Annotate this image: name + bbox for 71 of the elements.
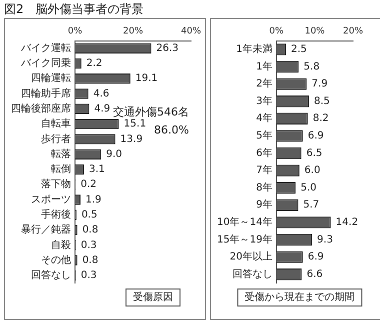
data-label: 1.9 — [86, 194, 102, 206]
y-tick-label: 四輪後部座席 — [11, 102, 71, 115]
data-label: 26.3 — [156, 42, 179, 54]
data-label: 2.2 — [86, 58, 102, 70]
y-tick-label: 20年以上 — [230, 250, 272, 263]
data-label: 0.3 — [80, 270, 97, 282]
data-label: 15.1 — [124, 118, 146, 130]
y-tick-label: 暴行／鈍器 — [21, 224, 71, 236]
data-label: 13.9 — [120, 134, 143, 145]
data-label: 6.5 — [306, 148, 322, 159]
y-tick-label: 1年未満 — [236, 43, 272, 56]
y-tick-label: 手術後 — [41, 208, 71, 220]
y-tick-label: バイク運転 — [20, 42, 71, 54]
y-tick-label: 四輪助手席 — [21, 87, 71, 100]
y-tick-label: 転倒 — [51, 164, 71, 176]
y-tick-label: 1年 — [256, 60, 272, 72]
data-label: 5.8 — [304, 61, 320, 72]
data-label: 7.9 — [312, 78, 328, 90]
data-label: 3.1 — [88, 164, 105, 176]
y-tick-label: 7年 — [256, 164, 272, 176]
y-tick-label: バイク同乗 — [20, 57, 71, 70]
x-tick-label: 0% — [68, 26, 83, 37]
data-label: 19.1 — [135, 73, 158, 84]
x-tick-label: 20% — [342, 26, 364, 37]
data-label: 8.5 — [314, 96, 330, 107]
y-tick-label: 10年～14年 — [216, 216, 272, 228]
text: 受傷原因 — [133, 291, 173, 304]
data-label: 0.5 — [81, 209, 98, 220]
y-tick-label: 転落 — [51, 148, 71, 160]
y-tick-label: 5年 — [256, 130, 272, 142]
y-tick-label: 歩行者 — [41, 132, 71, 145]
data-label: 6.6 — [306, 268, 323, 280]
y-tick-label: 自転車 — [41, 118, 71, 130]
x-tick-label: 40% — [180, 26, 202, 37]
data-label: 6.9 — [308, 252, 324, 263]
data-label: 4.9 — [94, 104, 110, 115]
y-tick-label: 落下物 — [41, 178, 71, 190]
annotation: 86.0% — [154, 124, 189, 137]
data-label: 9.3 — [317, 234, 333, 246]
y-tick-label: その他 — [41, 254, 71, 266]
y-tick-label: 回答なし — [31, 269, 71, 282]
x-tick-label: 10% — [304, 26, 326, 37]
data-label: 2.5 — [291, 44, 307, 56]
data-label: 0.2 — [80, 179, 96, 190]
data-label: 9.0 — [106, 148, 122, 160]
data-label: 6.0 — [304, 165, 320, 176]
y-tick-label: 15年～19年 — [216, 233, 272, 246]
y-tick-label: 9年 — [256, 198, 272, 211]
y-tick-label: 3年 — [256, 94, 272, 107]
data-label: 0.8 — [82, 224, 98, 236]
data-label: 0.8 — [82, 254, 98, 266]
y-tick-label: スポーツ — [31, 194, 71, 206]
data-label: 6.9 — [308, 130, 324, 142]
data-label: 14.2 — [336, 217, 358, 228]
y-tick-label: 6年 — [256, 146, 272, 159]
data-label: 5.0 — [300, 182, 316, 194]
x-tick-label: 0% — [269, 26, 284, 37]
text: 受傷から現在までの期間 — [244, 291, 355, 304]
y-tick-label: 自殺 — [51, 238, 71, 251]
y-tick-label: 8年 — [256, 181, 272, 194]
y-tick-label: 4年 — [256, 112, 272, 124]
y-tick-label: 2年 — [256, 78, 272, 90]
chart-title: 図2 脳外傷当事者の背景 — [3, 1, 145, 18]
data-label: 8.2 — [312, 113, 329, 124]
x-tick-label: 20% — [122, 26, 144, 37]
annotation: 交通外傷546名 — [113, 106, 189, 119]
data-label: 0.3 — [80, 240, 97, 251]
y-tick-label: 四輪運転 — [31, 72, 71, 84]
data-label: 4.6 — [93, 88, 110, 100]
data-label: 5.7 — [303, 200, 320, 211]
y-tick-label: 回答なし — [232, 268, 272, 280]
